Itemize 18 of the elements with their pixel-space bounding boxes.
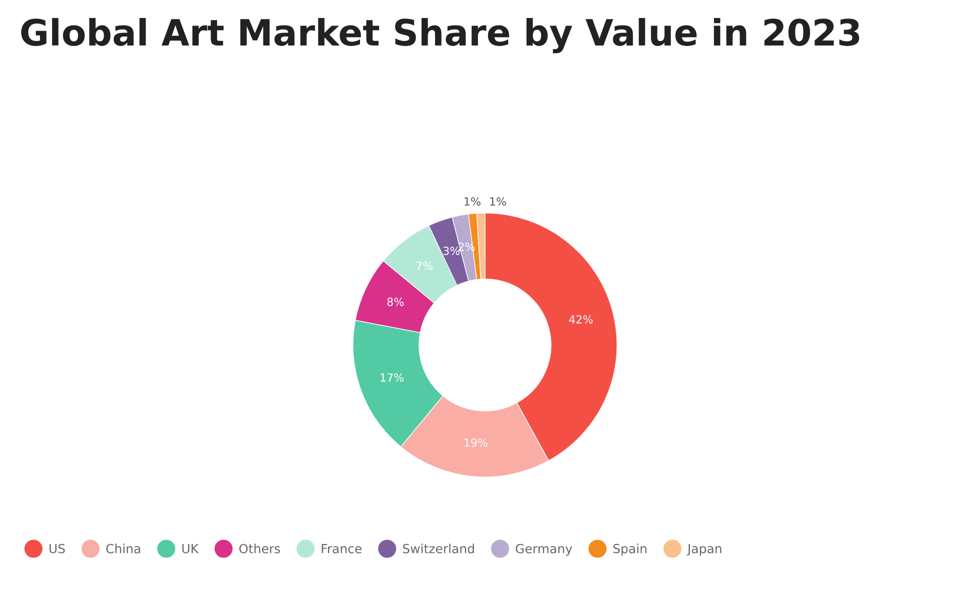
data-label: 3% — [444, 246, 460, 256]
chart-title: Global Art Market Share by Value in 2023 — [21, 18, 860, 54]
data-label: 8% — [387, 298, 404, 306]
data-label: 42% — [569, 315, 593, 324]
legend-label: Spain — [613, 544, 646, 556]
legend-label: UK — [182, 544, 199, 554]
legend-label: Japan — [686, 544, 722, 556]
legend-label: US — [50, 544, 65, 554]
legend-label: China — [106, 544, 140, 554]
data-label: 1% — [490, 197, 506, 206]
data-label: 7% — [416, 262, 433, 270]
data-label: 1% — [464, 197, 480, 206]
legend-label: France — [322, 544, 362, 554]
data-label: 19% — [464, 438, 488, 447]
legend-label: Germany — [516, 544, 572, 556]
legend-label: Switzerland — [402, 544, 474, 554]
data-label: 17% — [380, 373, 404, 382]
legend-label: Others — [239, 544, 280, 554]
